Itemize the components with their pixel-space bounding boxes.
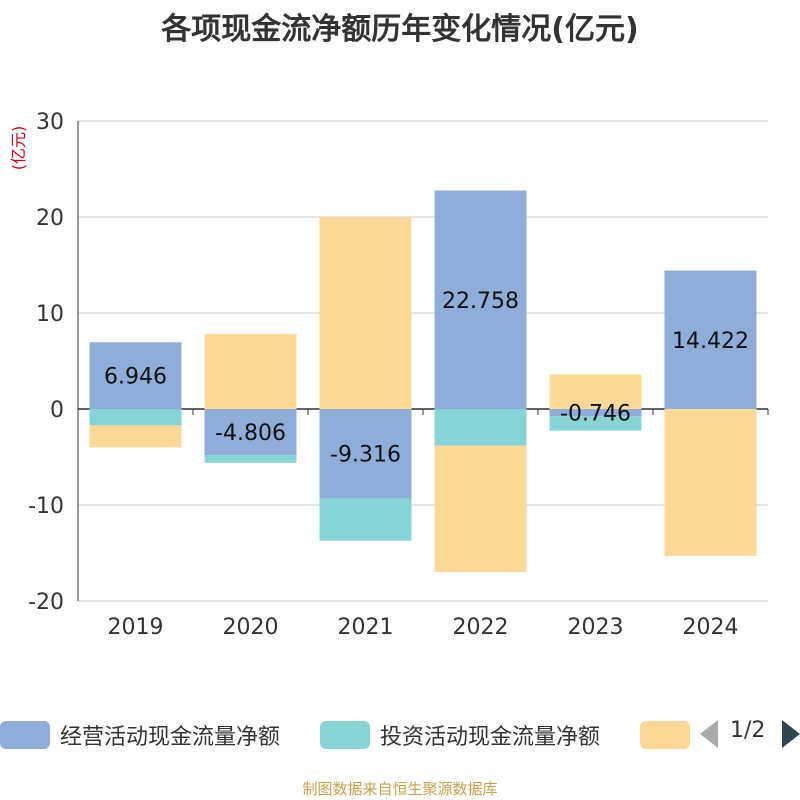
bar-series1-2020 bbox=[204, 455, 297, 463]
bar-series2-2023 bbox=[549, 374, 642, 409]
y-tick-label: 10 bbox=[36, 302, 64, 327]
y-tick-label: -10 bbox=[28, 494, 64, 519]
bar-series0-2022 bbox=[434, 190, 527, 409]
legend-item-operating[interactable]: 经营活动现金流量净额 bbox=[0, 718, 280, 752]
bar-series1-2022 bbox=[434, 409, 527, 446]
bar-series0-2023 bbox=[549, 409, 642, 417]
bar-series1-2019 bbox=[89, 409, 182, 426]
bar-series2-2024 bbox=[664, 409, 757, 556]
bar-series1-2023 bbox=[549, 416, 642, 431]
y-tick-label: -20 bbox=[28, 590, 64, 615]
x-tick-label: 2020 bbox=[223, 615, 279, 640]
data-label: -0.746 bbox=[560, 402, 631, 427]
y-tick-label: 20 bbox=[36, 206, 64, 231]
data-label: -4.806 bbox=[215, 421, 286, 446]
data-label: 6.946 bbox=[104, 365, 167, 390]
y-tick-label: 30 bbox=[36, 110, 64, 135]
y-axis-label: (亿元) bbox=[9, 126, 28, 171]
x-tick-label: 2022 bbox=[453, 615, 509, 640]
x-tick-label: 2024 bbox=[683, 615, 739, 640]
x-tick-label: 2021 bbox=[338, 615, 394, 640]
x-tick-label: 2019 bbox=[108, 615, 164, 640]
legend-next-icon[interactable] bbox=[782, 720, 800, 748]
data-label: 22.758 bbox=[442, 289, 519, 314]
bar-series0-2021 bbox=[319, 409, 412, 499]
legend-page-indicator: 1/2 bbox=[730, 718, 766, 743]
data-label: -9.316 bbox=[330, 443, 401, 468]
legend-item-investing[interactable]: 投资活动现金流量净额 bbox=[320, 718, 600, 752]
bar-series2-2022 bbox=[434, 445, 527, 573]
legend-item-financing[interactable] bbox=[640, 718, 690, 752]
legend-label-operating: 经营活动现金流量净额 bbox=[60, 725, 281, 750]
bar-series0-2019 bbox=[89, 342, 182, 409]
bar-series1-2021 bbox=[319, 498, 412, 541]
legend-swatch-financing bbox=[640, 721, 690, 749]
y-tick-label: 0 bbox=[50, 398, 64, 423]
source-note: 制图数据来自恒生聚源数据库 bbox=[302, 780, 498, 798]
legend-swatch-operating bbox=[0, 721, 50, 749]
bar-series0-2024 bbox=[664, 270, 757, 409]
bar-series0-2020 bbox=[204, 409, 297, 456]
data-label: 14.422 bbox=[672, 329, 749, 354]
chart-plot: 30 20 10 0 -10 -20 (亿元) 6.946 -4.806 -9.316 22.758… bbox=[9, 110, 769, 640]
bar-series2-2020 bbox=[204, 334, 297, 409]
bar-series2-2021 bbox=[319, 217, 412, 409]
legend-swatch-investing bbox=[320, 721, 370, 749]
bar-series2-2019 bbox=[89, 425, 182, 448]
x-tick-label: 2023 bbox=[568, 615, 624, 640]
legend-label-investing: 投资活动现金流量净额 bbox=[380, 725, 601, 750]
chart-title: 各项现金流净额历年变化情况(亿元) bbox=[161, 12, 639, 47]
legend-prev-icon[interactable] bbox=[700, 720, 718, 748]
